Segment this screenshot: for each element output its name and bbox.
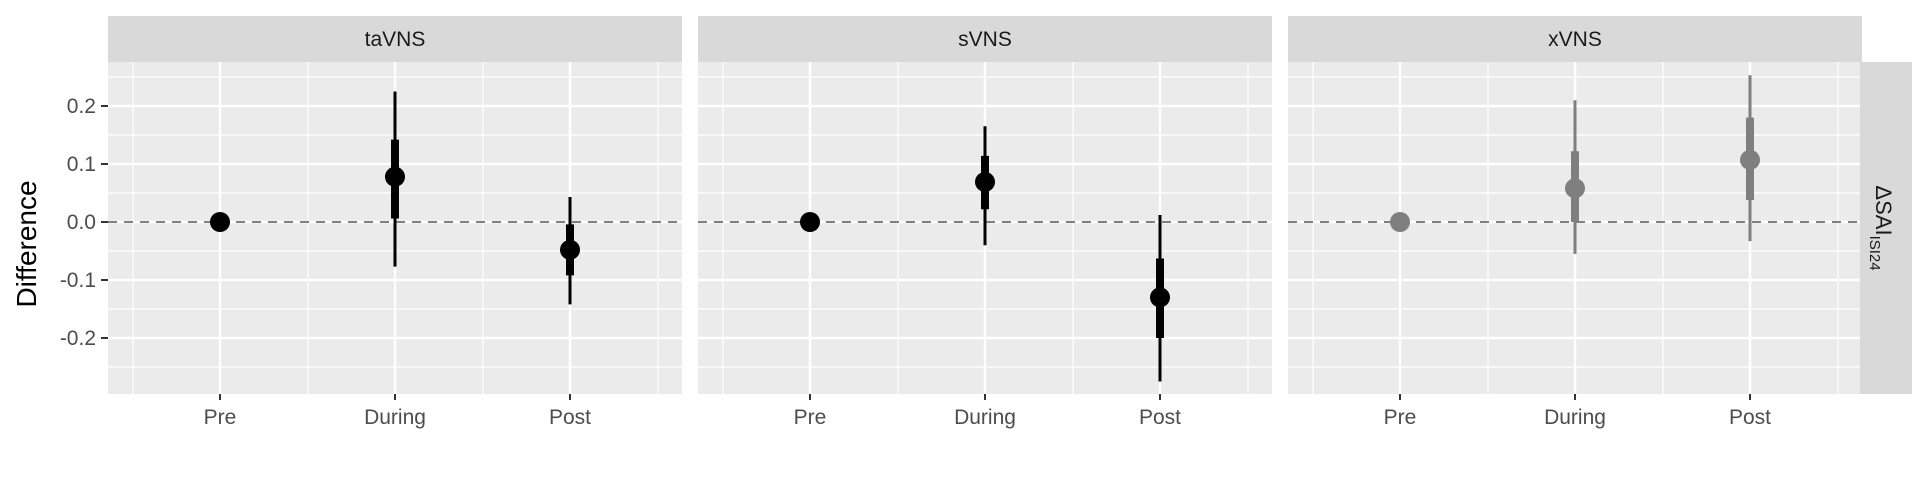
point-estimate (800, 212, 820, 232)
row-strip: ΔSAIISI24 (1860, 62, 1912, 394)
x-tick-label: Pre (204, 406, 237, 429)
data-point-during (975, 126, 995, 246)
panel-title: sVNS (958, 28, 1012, 51)
data-point-during (1565, 100, 1585, 254)
panel-title: taVNS (365, 28, 426, 51)
row-strip-background (1860, 62, 1912, 394)
panel-title: xVNS (1548, 28, 1602, 51)
y-tick-label: -0.2 (60, 327, 96, 350)
row-strip-label-main: ΔSAI (1871, 185, 1896, 235)
y-tick-label: -0.1 (60, 269, 96, 292)
y-tick-label: 0.1 (67, 153, 96, 176)
point-estimate (1150, 287, 1170, 308)
point-estimate (1390, 212, 1410, 232)
data-point-pre (1390, 212, 1410, 232)
row-strip-label: ΔSAIISI24 (1866, 185, 1896, 270)
y-axis: 0.2 0.1 0.0 -0.1 -0.2 (60, 95, 108, 350)
data-point-pre (800, 212, 820, 232)
row-strip-label-sub: ISI24 (1866, 236, 1883, 271)
panel-tavns: taVNS Pre During Post (108, 16, 682, 429)
data-point-post (560, 197, 580, 305)
point-estimate (975, 171, 995, 192)
y-tick-label: 0.2 (67, 95, 96, 118)
point-estimate (560, 239, 580, 260)
x-tick-label: Post (1139, 406, 1181, 429)
panel-strip (1288, 16, 1862, 62)
panels: taVNS Pre During Post sVNS Pre During Post xVNS P… (108, 16, 1862, 429)
point-estimate (1565, 178, 1585, 199)
data-point-post (1740, 75, 1760, 242)
data-point-post (1150, 215, 1170, 382)
data-point-pre (210, 212, 230, 232)
x-tick-label: Post (549, 406, 591, 429)
x-tick-label: Pre (1384, 406, 1417, 429)
panel-strip (698, 16, 1272, 62)
panel-strip (108, 16, 682, 62)
x-tick-label: During (1544, 406, 1606, 429)
point-estimate (210, 212, 230, 232)
y-tick-label: 0.0 (67, 211, 96, 234)
x-tick-label: Pre (794, 406, 827, 429)
point-estimate (385, 166, 405, 187)
x-tick-label: During (954, 406, 1016, 429)
panel-svns: sVNS Pre During Post (698, 16, 1272, 429)
x-tick-label: During (364, 406, 426, 429)
x-tick-label: Post (1729, 406, 1771, 429)
data-point-during (385, 91, 405, 267)
panel-xvns: xVNS Pre During Post (1288, 16, 1862, 429)
y-axis-label: Difference (11, 180, 42, 307)
point-estimate (1740, 149, 1760, 170)
